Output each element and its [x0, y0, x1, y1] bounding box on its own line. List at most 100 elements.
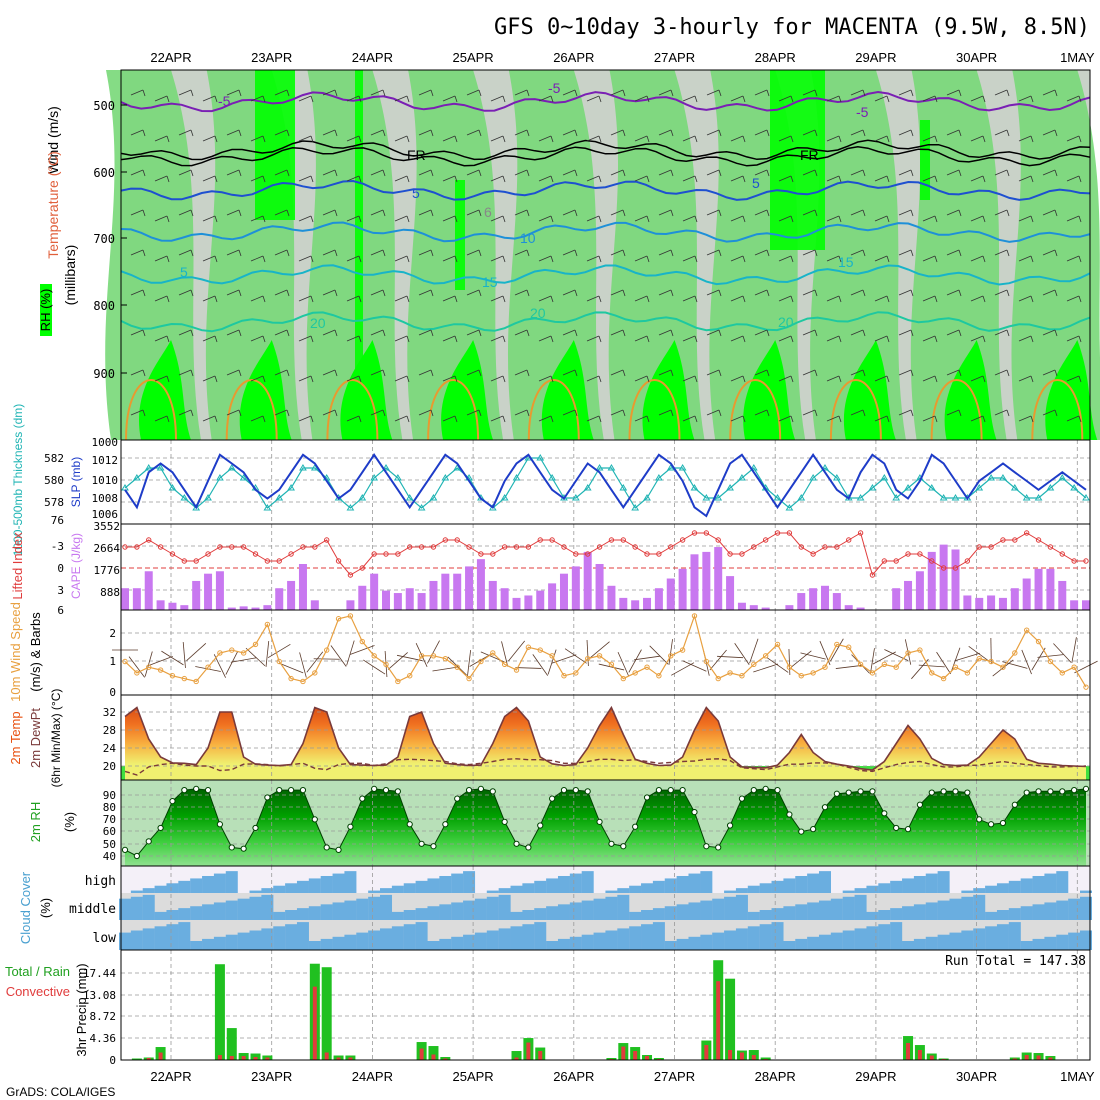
cape-bar: [192, 580, 201, 610]
wind-barb-flag: [718, 249, 722, 257]
cloud-cell: [190, 878, 203, 893]
wind-speed-point: [537, 647, 543, 653]
cape-bar: [631, 600, 640, 610]
wind-barb-flag: [382, 89, 386, 97]
wind-speed-point: [264, 621, 271, 628]
cloud-cell: [771, 922, 784, 950]
temp-contour: [120, 221, 1091, 243]
cloud-cell: [807, 873, 820, 893]
precip-total-bar: [725, 978, 736, 1060]
wind-barb: [946, 369, 960, 376]
wind-barb-flag: [574, 209, 578, 217]
wind-barb: [682, 375, 696, 382]
wind-barb-flag: [574, 89, 578, 97]
wind-barb: [898, 329, 912, 336]
wind-barb: [946, 329, 960, 336]
cloud-cell: [996, 910, 1009, 920]
cape-bar: [287, 580, 296, 610]
rh-point: [679, 787, 686, 794]
wind-barb: [922, 375, 936, 382]
millibars-label: (millibars): [62, 245, 78, 306]
wind-barb: [730, 295, 744, 302]
lifted-index-point: [525, 544, 532, 550]
rh-tick: 50: [103, 838, 116, 851]
rh-tick: 90: [103, 789, 116, 802]
wind-barb-flag: [502, 135, 506, 143]
rh-point: [1035, 788, 1042, 795]
wind-barb-flag: [406, 175, 410, 183]
wind-barb-flag: [910, 249, 914, 257]
rh-point: [620, 843, 627, 850]
rh-point: [228, 844, 235, 851]
wind-barb-flag: [502, 335, 506, 343]
wind-barb: [658, 249, 672, 256]
wind-barb-flag: [190, 129, 194, 137]
wind-barb: [706, 329, 720, 336]
wind-barb-flag: [646, 375, 650, 383]
cape-bar: [275, 588, 284, 610]
wind-barb: [682, 415, 696, 422]
wind-barb: [874, 295, 888, 302]
wind-barb-flag: [334, 209, 338, 217]
wind-barb: [634, 135, 648, 142]
wind-barb-flag: [358, 215, 362, 223]
wind-barb: [514, 209, 528, 216]
lifted-tick: -3: [51, 540, 64, 553]
cloud-cell: [700, 934, 713, 950]
wind-speed-point: [976, 655, 982, 662]
wind-barb-flag: [646, 135, 650, 143]
wind-barb-flag: [262, 175, 266, 183]
wind-barb-flag: [1054, 289, 1058, 297]
wind-barb-flag: [238, 329, 242, 337]
wind-barb: [610, 409, 624, 416]
lifted-index-point: [929, 558, 935, 564]
wind-barb-flag: [838, 375, 842, 383]
thickness-point: [749, 464, 758, 471]
cape-bar: [536, 590, 545, 610]
wind-barb-flag: [550, 375, 554, 383]
wind-barb: [682, 255, 696, 262]
wind-barb-flag: [430, 329, 434, 337]
wind-barb-flag: [190, 329, 194, 337]
cape-bar: [465, 566, 474, 610]
cloud-cell: [569, 873, 582, 893]
cloud-cell: [368, 896, 381, 920]
cloud-cell: [688, 936, 701, 950]
wind-speed-point: [134, 670, 140, 676]
wind-barb: [658, 129, 672, 136]
wind-barb: [634, 295, 648, 302]
wind-barb: [706, 209, 720, 216]
wind-barb: [490, 175, 504, 182]
cape-bar: [227, 607, 236, 610]
wind-barb-flag: [1006, 249, 1010, 257]
lifted-index-point: [869, 572, 876, 578]
rh-point: [1011, 801, 1018, 808]
rh-point: [489, 788, 496, 795]
wind-barb: [730, 175, 744, 182]
thickness-point: [192, 504, 201, 511]
wind-barb-flag: [1006, 129, 1010, 137]
wind-barb: [1066, 135, 1080, 142]
cloud-level-label: low: [93, 931, 117, 946]
rh-point: [513, 840, 520, 847]
wind-barb-flag: [1078, 95, 1082, 103]
cloud-cell: [961, 930, 974, 950]
wind-barb: [226, 89, 240, 96]
wind-barb: [874, 135, 888, 142]
wind-barb: [586, 335, 600, 342]
thickness-point: [1022, 494, 1031, 501]
date-label-bottom: 29APR: [855, 1069, 896, 1084]
wind-barb-flag: [382, 329, 386, 337]
wind-speed-point: [715, 675, 721, 682]
lifted-index-point: [846, 537, 852, 543]
wind-barb-10m: [586, 639, 589, 667]
cloud-cell: [890, 908, 903, 920]
rh-point: [276, 787, 283, 794]
cape-bar: [382, 590, 391, 610]
cape-bar: [156, 600, 165, 610]
wind-speed-point: [727, 670, 733, 676]
bottom-date-labels: 22APR 23APR 24APR 25APR 26APR 27APR 28APR 29APR…: [150, 1069, 1094, 1084]
wind-speed-point: [1000, 664, 1006, 670]
cloud-cell: [973, 928, 986, 950]
cape-bar: [987, 595, 996, 610]
